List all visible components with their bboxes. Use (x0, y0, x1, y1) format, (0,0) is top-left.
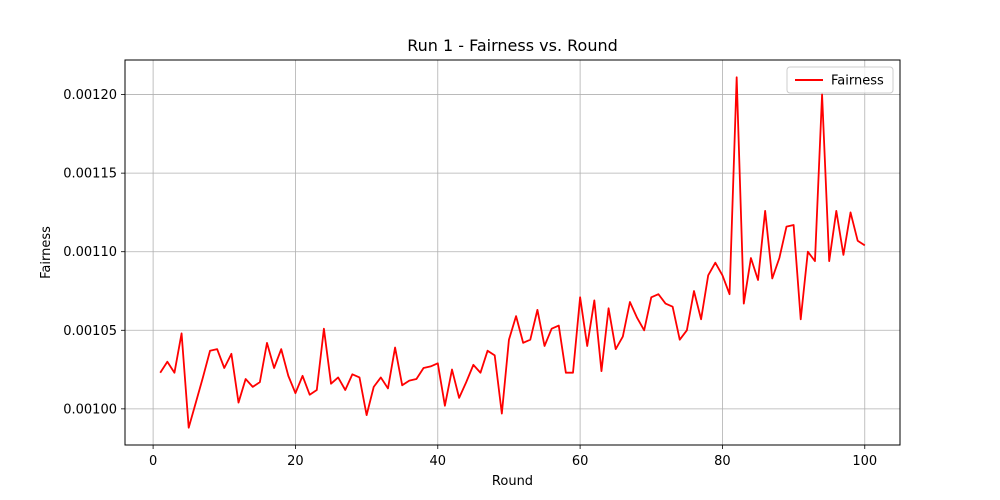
x-axis-label: Round (492, 474, 533, 489)
y-axis-ticks: 0.00100 0.00105 0.00110 0.00115 0.00120 (63, 88, 125, 417)
x-tick-label: 0 (149, 454, 157, 469)
y-tick-label: 0.00110 (63, 245, 117, 260)
legend-box (786, 66, 894, 94)
x-tick-label: 20 (287, 454, 304, 469)
y-tick-label: 0.00120 (63, 88, 117, 103)
plot-area-frame (124, 59, 901, 446)
legend: Fairness (786, 66, 894, 94)
series-line-0 (159, 76, 866, 429)
legend-entry-fairness: Fairness (831, 74, 884, 89)
x-tick-label: 40 (430, 454, 447, 469)
chart-title: Run 1 - Fairness vs. Round (407, 36, 618, 55)
grid-lines (125, 60, 900, 445)
y-tick-label: 0.00100 (63, 402, 117, 417)
x-tick-label: 100 (852, 454, 877, 469)
x-tick-label: 80 (714, 454, 731, 469)
y-axis-label: Fairness (39, 226, 54, 279)
x-tick-label: 60 (572, 454, 589, 469)
y-tick-label: 0.00105 (63, 324, 117, 339)
y-tick-label: 0.00115 (63, 167, 117, 182)
series-layer (159, 76, 866, 429)
x-axis-ticks: 0 20 40 60 80 100 (149, 445, 877, 469)
